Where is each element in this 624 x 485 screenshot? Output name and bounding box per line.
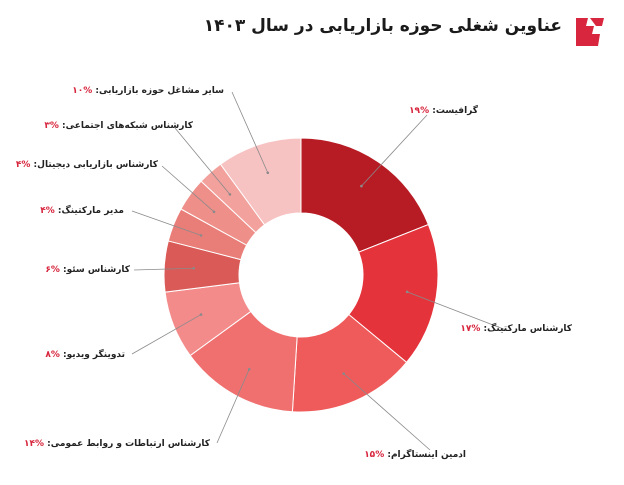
slice-value-label: %۸	[45, 350, 60, 360]
leader-dot	[192, 266, 196, 270]
slice-label: سایر مشاغل حوزه بازاریابی: %۱۰	[72, 86, 224, 96]
leader-dot	[342, 372, 345, 375]
leader-line	[133, 267, 194, 271]
slice-category: سایر مشاغل حوزه بازاریابی:	[92, 86, 224, 96]
leader-dot	[405, 290, 409, 294]
slice-label: کارشناس ارتباطات و روابط عمومی: %۱۴	[24, 439, 211, 449]
slice-category: کارشناس ارتباطات و روابط عمومی:	[44, 439, 211, 449]
leader-dot	[266, 171, 270, 175]
leader-line	[343, 373, 431, 451]
slice-label: گرافیست: %۱۹	[409, 104, 479, 116]
slice-label: کارشناس سئو: %۶	[45, 265, 130, 275]
leader-line	[216, 369, 250, 444]
leader-line	[174, 127, 231, 195]
chart-title: عناوین شغلی حوزه بازاریابی در سال ۱۴۰۳	[203, 16, 562, 36]
leader-dot	[228, 193, 232, 196]
slice-value-label: %۱۴	[24, 439, 44, 449]
slice-label: تدوینگر ویدیو: %۸	[45, 348, 125, 360]
leader-dot	[199, 313, 203, 316]
leader-line	[131, 210, 202, 236]
slice-value-label: %۱۵	[364, 450, 384, 460]
slice-label: کارشناس شبکه‌های اجتماعی: %۳	[44, 121, 193, 131]
slice-category: کارشناس سئو:	[60, 265, 131, 275]
slice-category: کارشناس مارکتینگ:	[480, 322, 572, 334]
slice-category: کارشناس بازاریابی دیجیتال:	[30, 160, 158, 170]
leader-dot	[199, 234, 203, 237]
leader-dot	[360, 184, 363, 188]
slice-category: تدوینگر ویدیو:	[60, 348, 125, 360]
brand-logo	[576, 18, 604, 46]
leader-line	[131, 314, 202, 355]
donut-slice	[300, 137, 430, 253]
slice-value-label: %۱۹	[409, 106, 429, 116]
leader-line	[407, 291, 507, 331]
slice-value-label: %۶	[45, 265, 60, 275]
donut-slice	[291, 313, 408, 413]
slice-category: گرافیست:	[429, 104, 479, 116]
donut-slice	[348, 223, 439, 364]
slice-value-label: %۴	[16, 160, 31, 170]
leader-dot	[247, 367, 251, 371]
leader-line	[361, 114, 428, 187]
leader-line	[231, 91, 269, 173]
slice-value-label: %۱۰	[72, 86, 92, 96]
slice-label: ادمین اینستاگرام: %۱۵	[364, 448, 466, 460]
leader-line	[161, 165, 215, 213]
slice-category: مدیر مارکتینگ:	[55, 204, 124, 216]
leader-dot	[212, 210, 216, 214]
slice-category: ادمین اینستاگرام:	[384, 448, 466, 460]
slice-value-label: %۱۷	[460, 324, 480, 334]
slice-label: کارشناس بازاریابی دیجیتال: %۴	[16, 160, 159, 170]
slice-label: مدیر مارکتینگ: %۴	[40, 204, 124, 216]
slice-label: کارشناس مارکتینگ: %۱۷	[460, 322, 572, 334]
donut-slice	[219, 137, 302, 226]
slice-value-label: %۳	[44, 121, 59, 131]
slice-category: کارشناس شبکه‌های اجتماعی:	[59, 121, 194, 131]
slice-value-label: %۴	[40, 206, 55, 216]
